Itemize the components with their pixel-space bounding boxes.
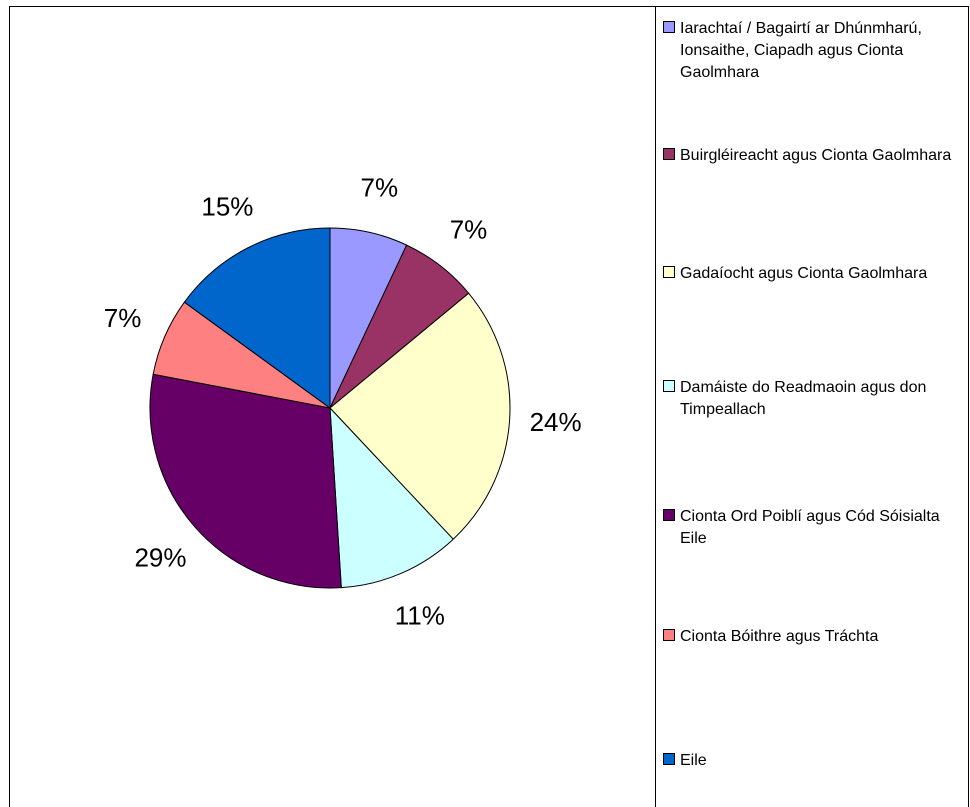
legend-label-3: Damáiste do Readmaoin agus don Timpealla… bbox=[680, 379, 927, 418]
legend-swatch-4 bbox=[663, 509, 675, 521]
slice-label-5: 7% bbox=[104, 303, 142, 333]
legend-label-4: Cionta Ord Poiblí agus Cód Sóisialta Eil… bbox=[680, 508, 940, 547]
legend-label-0: Iarachtaí / Bagairtí ar Dhúnmharú, Ionsa… bbox=[680, 20, 922, 81]
pie-slice-6 bbox=[183, 227, 331, 409]
legend-swatch-3 bbox=[663, 380, 675, 392]
legend-item-6: Eile bbox=[663, 750, 963, 772]
slice-label-6: 15% bbox=[201, 192, 253, 222]
legend-divider bbox=[655, 6, 656, 807]
slice-label-0: 7% bbox=[361, 172, 399, 202]
pie-slice-4 bbox=[149, 373, 342, 589]
slice-label-4: 29% bbox=[134, 543, 186, 573]
legend-item-3: Damáiste do Readmaoin agus don Timpealla… bbox=[663, 377, 963, 421]
slice-label-3: 11% bbox=[395, 600, 445, 630]
legend-label-6: Eile bbox=[680, 752, 707, 769]
legend-swatch-0 bbox=[663, 21, 675, 33]
pie-slice-2 bbox=[329, 292, 511, 540]
legend-label-2: Gadaíocht agus Cionta Gaolmhara bbox=[680, 265, 928, 282]
legend-item-5: Cionta Bóithre agus Tráchta bbox=[663, 626, 963, 648]
slice-label-2: 24% bbox=[530, 407, 582, 437]
legend-label-5: Cionta Bóithre agus Tráchta bbox=[680, 628, 879, 645]
legend-item-1: Buirgléireacht agus Cionta Gaolmhara bbox=[663, 145, 963, 167]
legend-item-4: Cionta Ord Poiblí agus Cód Sóisialta Eil… bbox=[663, 506, 963, 550]
legend-item-2: Gadaíocht agus Cionta Gaolmhara bbox=[663, 263, 963, 285]
legend-swatch-2 bbox=[663, 266, 675, 278]
chart-frame bbox=[9, 6, 969, 807]
legend-swatch-5 bbox=[663, 629, 675, 641]
legend-item-0: Iarachtaí / Bagairtí ar Dhúnmharú, Ionsa… bbox=[663, 18, 963, 84]
legend-swatch-1 bbox=[663, 148, 675, 160]
legend-label-1: Buirgléireacht agus Cionta Gaolmhara bbox=[680, 147, 952, 164]
slice-label-1: 7% bbox=[450, 214, 488, 244]
pie-slice-3 bbox=[329, 406, 454, 589]
legend-swatch-6 bbox=[663, 753, 675, 765]
